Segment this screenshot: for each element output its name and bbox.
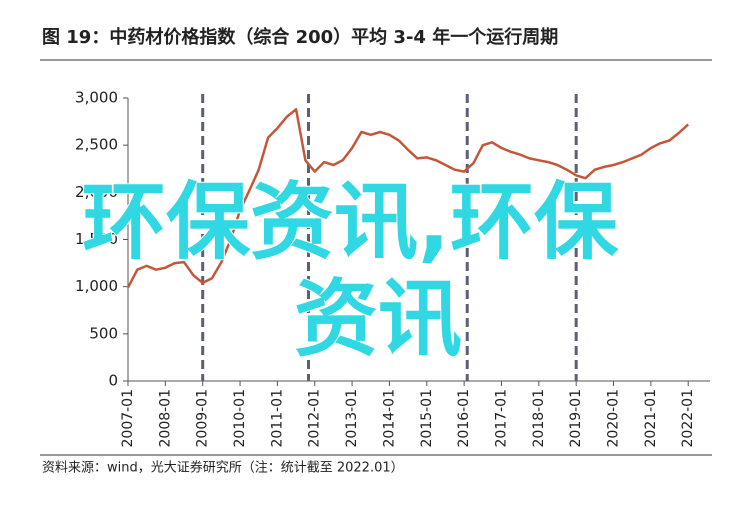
x-tick-label: 2020-01 [606, 389, 622, 448]
x-tick-label: 2014-01 [381, 389, 397, 448]
x-tick-label: 2015-01 [419, 389, 435, 448]
series-line [126, 108, 690, 289]
x-tick-label: 2021-01 [643, 389, 659, 448]
watermark: 环保资讯,环保 [82, 173, 619, 271]
x-tick-label: 2022-01 [680, 389, 696, 448]
source-note: 资料来源：wind，光大证券研究所（注：统计截至 2022.01） [42, 460, 404, 476]
x-tick-label: 2008-01 [157, 389, 173, 448]
x-tick-label: 2019-01 [568, 389, 584, 448]
y-tick-label: 1,500 [75, 230, 118, 248]
chart-title: 图 19：中药材价格指数（综合 200）平均 3-4 年一个运行周期 [42, 26, 558, 48]
x-tick-label: 2012-01 [307, 389, 323, 448]
x-tick-label: 2011-01 [269, 389, 285, 448]
x-tick-label: 2018-01 [531, 389, 547, 448]
x-tick-label: 2016-01 [456, 389, 472, 448]
x-tick-label: 2017-01 [493, 389, 509, 448]
x-tick-label: 2007-01 [120, 389, 136, 448]
x-tick-label: 2010-01 [232, 389, 248, 448]
x-tick-label: 2013-01 [344, 389, 360, 448]
y-tick-label: 2,500 [75, 136, 118, 154]
x-tick-label: 2009-01 [195, 389, 211, 448]
y-tick-label: 3,000 [75, 89, 118, 107]
y-tick-label: 0 [108, 372, 118, 390]
y-tick-label: 1,000 [75, 277, 118, 295]
watermark: 资讯 [294, 270, 462, 368]
y-tick-label: 2,000 [75, 183, 118, 201]
y-tick-label: 500 [89, 324, 118, 342]
